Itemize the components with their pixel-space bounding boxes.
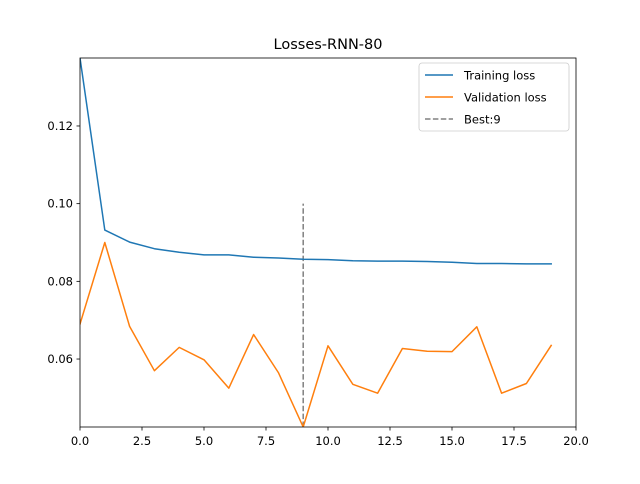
x-tick-label: 10.0 [315, 434, 341, 448]
y-tick-label: 0.10 [47, 197, 73, 211]
x-tick-label: 5.0 [195, 434, 213, 448]
x-tick-label: 0.0 [71, 434, 89, 448]
x-tick-label: 17.5 [501, 434, 527, 448]
chart-title: Losses-RNN-80 [274, 37, 383, 53]
y-tick-label: 0.08 [47, 274, 73, 288]
y-tick-label: 0.12 [47, 119, 73, 133]
x-tick-label: 12.5 [377, 434, 403, 448]
legend-label-validation-loss: Validation loss [464, 91, 547, 105]
x-tick-label: 2.5 [133, 434, 151, 448]
x-tick-label: 7.5 [257, 434, 275, 448]
legend-label-best-9: Best:9 [464, 113, 501, 127]
x-tick-label: 20.0 [563, 434, 589, 448]
legend-label-training-loss: Training loss [463, 69, 535, 83]
validation-loss-line [80, 243, 551, 428]
x-tick-label: 15.0 [439, 434, 465, 448]
y-tick-label: 0.06 [47, 352, 73, 366]
